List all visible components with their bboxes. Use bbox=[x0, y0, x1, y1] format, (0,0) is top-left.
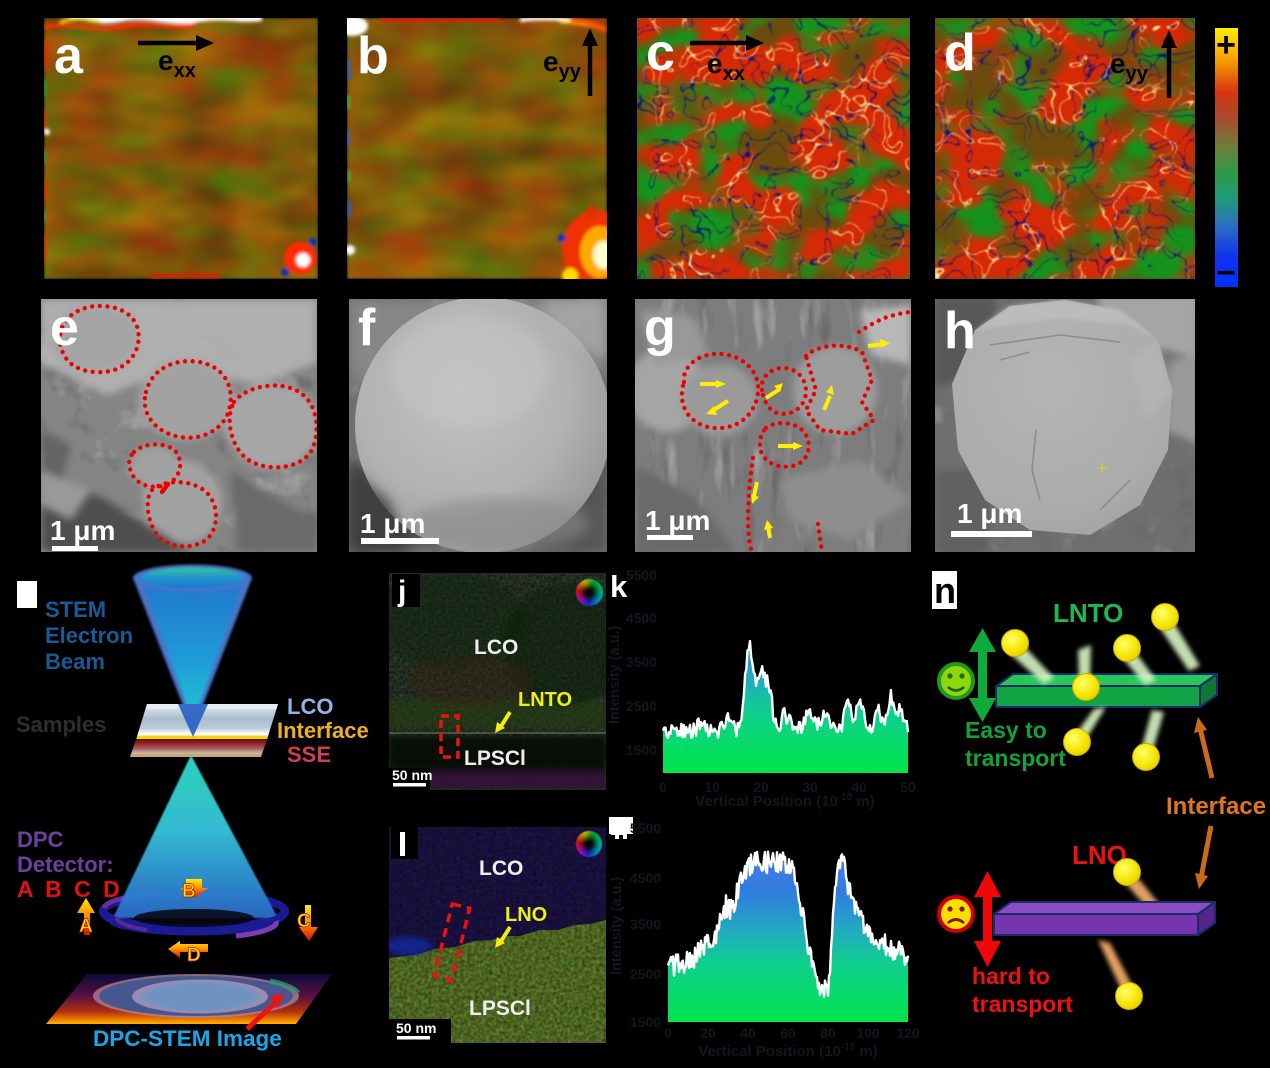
svg-text:d: d bbox=[944, 24, 976, 82]
svg-text:DPC: DPC bbox=[17, 827, 64, 852]
svg-text:Vertical Position (10-10 m): Vertical Position (10-10 m) bbox=[695, 792, 875, 810]
svg-text:40: 40 bbox=[740, 1025, 756, 1041]
svg-text:LNO: LNO bbox=[505, 904, 547, 926]
svg-text:LCO: LCO bbox=[479, 857, 523, 880]
svg-text:a: a bbox=[54, 27, 84, 85]
svg-text:A: A bbox=[79, 916, 93, 937]
svg-text:5500: 5500 bbox=[630, 820, 661, 836]
svg-text:1 μm: 1 μm bbox=[957, 498, 1022, 529]
svg-text:c: c bbox=[646, 24, 675, 82]
svg-text:3500: 3500 bbox=[630, 916, 661, 932]
svg-text:Interface: Interface bbox=[1166, 793, 1266, 820]
svg-text:LNTO: LNTO bbox=[1053, 598, 1123, 628]
svg-text:n: n bbox=[934, 570, 956, 611]
svg-text:LPSCl: LPSCl bbox=[469, 997, 531, 1020]
svg-text:Interface: Interface bbox=[277, 718, 369, 743]
svg-text:LCO: LCO bbox=[287, 694, 333, 719]
svg-text:1 μm: 1 μm bbox=[50, 515, 115, 546]
svg-text:STEM: STEM bbox=[45, 597, 106, 622]
svg-text:Intensity (a.u.): Intensity (a.u.) bbox=[607, 626, 623, 724]
svg-text:g: g bbox=[644, 299, 676, 357]
svg-text:h: h bbox=[944, 302, 976, 360]
svg-text:b: b bbox=[357, 27, 389, 85]
svg-text:C: C bbox=[297, 911, 311, 932]
svg-text:LCO: LCO bbox=[474, 636, 518, 659]
svg-text:50: 50 bbox=[900, 779, 916, 795]
svg-text:30: 30 bbox=[802, 779, 818, 795]
svg-text:2500: 2500 bbox=[630, 966, 661, 982]
svg-text:1500: 1500 bbox=[626, 742, 657, 758]
svg-text:DPC-STEM Image: DPC-STEM Image bbox=[93, 1026, 282, 1051]
svg-text:LNTO: LNTO bbox=[518, 689, 572, 711]
svg-text:e: e bbox=[50, 299, 79, 357]
svg-text:80: 80 bbox=[820, 1025, 836, 1041]
svg-text:120: 120 bbox=[896, 1025, 920, 1041]
svg-text:Easy to: Easy to bbox=[965, 717, 1047, 743]
svg-text:1 μm: 1 μm bbox=[360, 508, 425, 539]
svg-text:4500: 4500 bbox=[630, 870, 661, 886]
svg-text:0: 0 bbox=[664, 1025, 672, 1041]
svg-text:2500: 2500 bbox=[626, 698, 657, 714]
svg-text:40: 40 bbox=[851, 779, 867, 795]
svg-text:−: − bbox=[1216, 254, 1236, 292]
svg-text:Beam: Beam bbox=[45, 649, 105, 674]
svg-text:0: 0 bbox=[659, 779, 667, 795]
svg-text:Samples: Samples bbox=[16, 712, 107, 737]
svg-text:transport: transport bbox=[972, 991, 1073, 1017]
svg-text:100: 100 bbox=[856, 1025, 880, 1041]
svg-text:Electron: Electron bbox=[45, 623, 133, 648]
svg-text:1 μm: 1 μm bbox=[645, 505, 710, 536]
svg-text:3500: 3500 bbox=[626, 654, 657, 670]
svg-text:Intensity (a.u.): Intensity (a.u.) bbox=[609, 877, 625, 975]
svg-text:LPSCl: LPSCl bbox=[464, 747, 526, 770]
svg-text:SSE: SSE bbox=[287, 742, 331, 767]
svg-text:5500: 5500 bbox=[626, 567, 657, 583]
svg-text:hard to: hard to bbox=[972, 963, 1050, 989]
svg-text:4500: 4500 bbox=[626, 610, 657, 626]
svg-text:50 nm: 50 nm bbox=[396, 1020, 436, 1036]
svg-text:20: 20 bbox=[700, 1025, 716, 1041]
svg-text:B: B bbox=[182, 881, 196, 902]
svg-text:D: D bbox=[187, 945, 201, 966]
svg-text:A B C D: A B C D bbox=[17, 876, 123, 902]
svg-text:Vertical Position (10-10 m): Vertical Position (10-10 m) bbox=[698, 1042, 878, 1060]
svg-text:transport: transport bbox=[965, 745, 1066, 771]
svg-text:50 nm: 50 nm bbox=[392, 767, 432, 783]
svg-text:10: 10 bbox=[704, 779, 720, 795]
svg-text:20: 20 bbox=[753, 779, 769, 795]
svg-text:60: 60 bbox=[780, 1025, 796, 1041]
svg-text:j: j bbox=[397, 575, 406, 608]
svg-text:f: f bbox=[358, 299, 376, 357]
svg-text:+: + bbox=[1216, 26, 1236, 64]
svg-text:1500: 1500 bbox=[630, 1014, 661, 1030]
svg-text:k: k bbox=[610, 569, 628, 604]
svg-text:Detector:: Detector: bbox=[17, 852, 114, 877]
